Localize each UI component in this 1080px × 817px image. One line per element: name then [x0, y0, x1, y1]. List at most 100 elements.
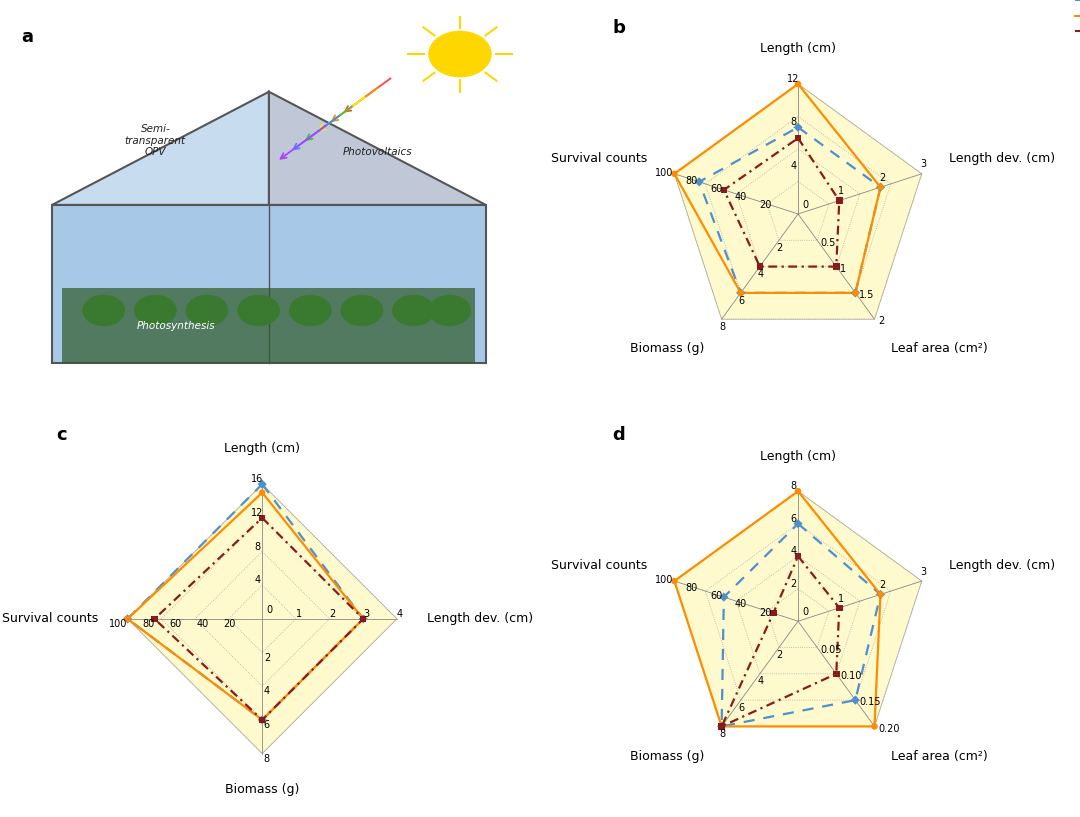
Point	[732, 286, 750, 299]
Text: a: a	[22, 28, 33, 46]
Polygon shape	[674, 84, 921, 319]
Point	[789, 517, 807, 530]
Text: 2: 2	[878, 316, 885, 327]
Point	[354, 612, 372, 625]
Text: 2: 2	[264, 653, 270, 663]
Text: 12: 12	[787, 74, 799, 84]
Text: 40: 40	[734, 600, 747, 609]
Text: 4: 4	[791, 161, 797, 171]
Text: 4: 4	[757, 676, 764, 686]
Text: 1: 1	[838, 186, 843, 196]
Text: 2: 2	[879, 580, 886, 590]
Polygon shape	[63, 288, 475, 364]
Text: Biomass (g): Biomass (g)	[225, 784, 299, 796]
Text: 3: 3	[920, 159, 927, 169]
Point	[789, 78, 807, 91]
Text: 100: 100	[654, 168, 673, 178]
Text: 0.5: 0.5	[821, 238, 836, 248]
Text: 2: 2	[777, 243, 783, 253]
Point	[119, 612, 136, 625]
Circle shape	[289, 296, 330, 325]
Text: Length (cm): Length (cm)	[760, 42, 836, 56]
Text: 60: 60	[711, 184, 723, 194]
Polygon shape	[269, 92, 486, 205]
Point	[872, 181, 889, 194]
Text: Survival counts: Survival counts	[551, 559, 647, 572]
Circle shape	[238, 296, 280, 325]
Point	[847, 286, 864, 299]
Text: Length dev. (cm): Length dev. (cm)	[949, 152, 1055, 165]
Text: 4: 4	[264, 686, 270, 696]
Text: 4: 4	[757, 270, 764, 279]
Text: 3: 3	[363, 609, 369, 619]
Text: 2: 2	[791, 578, 797, 589]
Text: 8: 8	[791, 118, 797, 127]
Point	[254, 713, 271, 726]
Point	[254, 713, 271, 726]
Polygon shape	[52, 205, 486, 364]
Point	[254, 511, 271, 525]
Text: Survival counts: Survival counts	[2, 613, 98, 625]
Legend: Segmented inorganic PV, Semi-transparent OPV, Transparent glass: Segmented inorganic PV, Semi-transparent…	[1070, 0, 1080, 42]
Text: 0.10: 0.10	[840, 671, 862, 681]
Text: 80: 80	[143, 618, 154, 628]
Text: 6: 6	[791, 514, 797, 524]
Point	[715, 183, 732, 196]
Text: 4: 4	[255, 575, 260, 585]
Text: Photovoltaics: Photovoltaics	[342, 147, 413, 157]
Text: Biomass (g): Biomass (g)	[631, 749, 705, 762]
Text: 8: 8	[255, 542, 260, 551]
Text: 0.05: 0.05	[821, 645, 842, 655]
Point	[146, 612, 163, 625]
Text: 2: 2	[329, 609, 336, 619]
Point	[847, 694, 864, 707]
Text: 8: 8	[719, 322, 726, 332]
Text: Leaf area (cm²): Leaf area (cm²)	[891, 749, 988, 762]
Text: 1: 1	[840, 264, 846, 274]
Point	[872, 588, 889, 601]
Point	[690, 176, 707, 189]
Text: 100: 100	[109, 618, 127, 628]
Text: 3: 3	[920, 567, 927, 577]
Point	[827, 667, 845, 681]
Circle shape	[429, 296, 470, 325]
Text: Length (cm): Length (cm)	[760, 449, 836, 462]
Text: 0: 0	[802, 607, 808, 618]
Text: 8: 8	[719, 729, 726, 739]
Point	[665, 167, 683, 181]
Point	[665, 574, 683, 587]
Text: 0: 0	[802, 200, 808, 210]
Text: 60: 60	[170, 618, 181, 628]
Text: 100: 100	[654, 575, 673, 585]
Polygon shape	[52, 92, 269, 205]
Point	[254, 478, 271, 491]
Text: 8: 8	[791, 481, 797, 491]
Text: 2: 2	[777, 650, 783, 660]
Text: Leaf area (cm²): Leaf area (cm²)	[891, 342, 988, 355]
Text: 1: 1	[296, 609, 302, 619]
Polygon shape	[127, 484, 396, 753]
Text: d: d	[612, 426, 625, 444]
Text: 0.20: 0.20	[878, 724, 900, 734]
Text: 6: 6	[739, 703, 744, 712]
Point	[847, 286, 864, 299]
Point	[354, 612, 372, 625]
Text: 2: 2	[879, 173, 886, 183]
Text: Photosynthesis: Photosynthesis	[137, 320, 215, 331]
Point	[713, 720, 730, 733]
Text: 0.15: 0.15	[859, 698, 880, 708]
Circle shape	[341, 296, 382, 325]
Text: 0: 0	[267, 605, 272, 615]
Text: 1: 1	[838, 593, 843, 604]
Point	[715, 591, 732, 604]
Point	[789, 484, 807, 498]
Point	[354, 612, 372, 625]
Text: 8: 8	[264, 753, 270, 764]
Circle shape	[393, 296, 434, 325]
Point	[789, 550, 807, 563]
Text: 1.5: 1.5	[859, 290, 875, 300]
Point	[713, 720, 730, 733]
Text: 6: 6	[739, 296, 744, 306]
Text: Length (cm): Length (cm)	[225, 441, 300, 454]
Text: 6: 6	[264, 720, 270, 730]
